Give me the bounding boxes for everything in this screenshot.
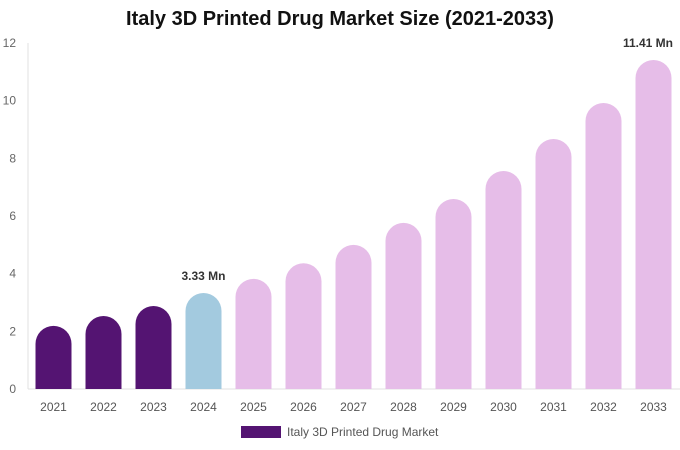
y-tick-label: 6 [9,209,16,223]
bar-2033 [635,60,672,390]
data-label: 11.41 Mn [623,36,673,50]
x-tick-label: 2022 [90,400,117,414]
data-label: 3.33 Mn [181,269,225,283]
bar-2032 [585,102,622,390]
x-tick-label: 2033 [640,400,667,414]
bar-2022 [85,316,122,389]
x-tick-label: 2032 [590,400,617,414]
x-tick-label: 2026 [290,400,317,414]
bar-2024 [185,292,222,389]
bar-2021 [35,325,72,389]
x-tick-label: 2029 [440,400,467,414]
bar-2025 [235,278,272,389]
bar-2028 [385,222,422,389]
legend-label: Italy 3D Printed Drug Market [287,425,439,439]
y-tick-label: 0 [9,382,16,396]
x-tick-label: 2025 [240,400,267,414]
y-tick-label: 10 [3,94,17,108]
bar-2029 [435,198,472,389]
chart-title: Italy 3D Printed Drug Market Size (2021-… [126,8,554,30]
bar-2031 [535,139,572,389]
bar-2023 [135,305,172,389]
bar-2027 [335,244,372,389]
legend[interactable]: Italy 3D Printed Drug Market [241,425,438,439]
x-tick-label: 2024 [190,400,217,414]
y-tick-label: 4 [9,267,16,281]
x-tick-label: 2031 [540,400,567,414]
y-tick-label: 12 [3,36,17,50]
x-tick-label: 2027 [340,400,367,414]
x-tick-label: 2030 [490,400,517,414]
x-tick-label: 2028 [390,400,417,414]
legend-swatch [241,426,281,438]
y-tick-label: 8 [9,151,16,165]
x-tick-label: 2021 [40,400,67,414]
y-tick-label: 2 [9,324,16,338]
bar-2026 [285,263,322,389]
x-tick-label: 2023 [140,400,167,414]
bar-2030 [485,171,522,389]
